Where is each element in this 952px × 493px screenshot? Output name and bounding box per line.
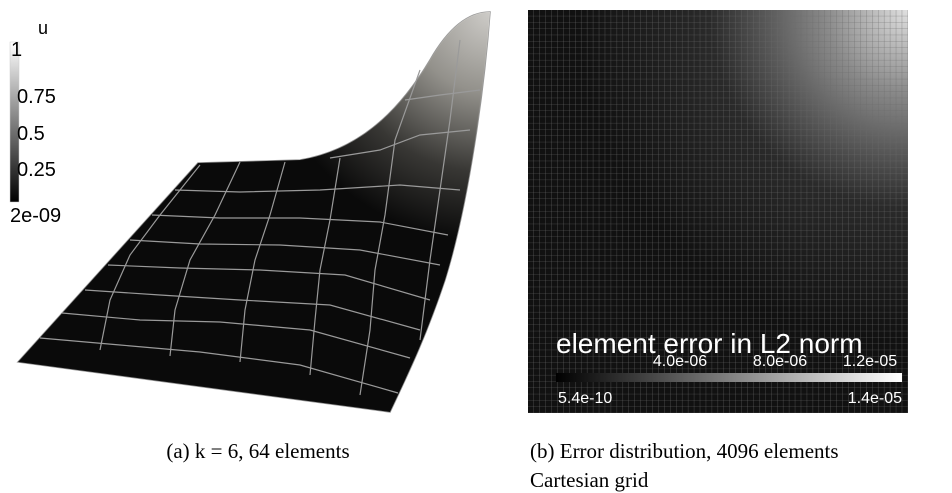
error-map: element error in L2 norm 4.0e-06 8.0e-06… (528, 10, 908, 413)
colorbar-label: 0.75 (17, 86, 56, 108)
caption: (a) k = 6, 64 elements (166, 439, 349, 463)
colorbar-title: element error in L2 norm (556, 328, 863, 359)
colorbar-label: 0.25 (17, 159, 56, 181)
colorbar-label: 4.0e-06 (653, 353, 707, 370)
colorbar-label: 1.2e-05 (843, 353, 897, 370)
colorbar-gradient (9, 41, 20, 203)
element-boundaries (39, 39, 481, 396)
surface-plot (16, 11, 491, 413)
colorbar-left: u 1 0.75 0.5 0.25 2e-09 (9, 18, 61, 227)
caption: Cartesian grid (530, 468, 649, 492)
colorbar-label: 5.4e-10 (558, 390, 612, 407)
colorbar-label: 2e-09 (10, 205, 61, 227)
colorbar-label: 0.5 (17, 123, 45, 145)
mesh-grid (528, 10, 908, 413)
colorbar-gradient (556, 373, 902, 382)
colorbar-label: 8.0e-06 (753, 353, 807, 370)
colorbar-label: 1 (11, 39, 22, 61)
caption: (b) Error distribution, 4096 elements (530, 439, 839, 463)
colorbar-label: 1.4e-05 (848, 390, 902, 407)
colorbar-title: u (38, 18, 48, 38)
